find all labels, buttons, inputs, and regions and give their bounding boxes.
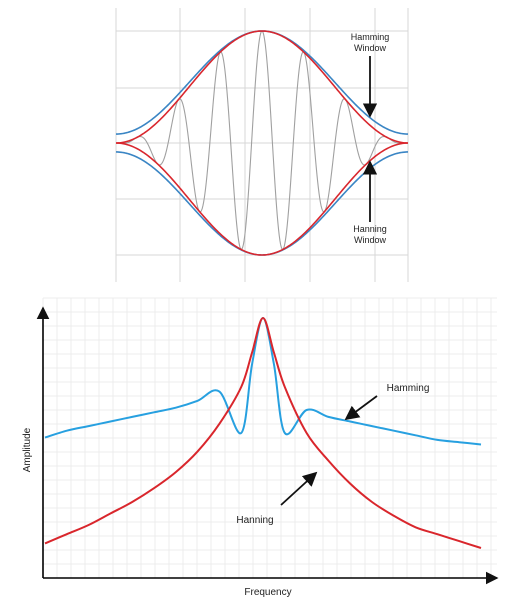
hanning-annotation: Hanning — [236, 471, 318, 526]
hanning-envelope-upper — [115, 30, 409, 144]
spectrum-chart-grid — [42, 297, 497, 579]
spectrum-chart-series — [44, 317, 482, 549]
hanning-window-label-line2: Window — [354, 235, 387, 245]
window-chart-grid — [115, 8, 409, 282]
hanning-window-label-line1: Hanning — [353, 224, 387, 234]
hamming-arrow — [344, 395, 378, 421]
hamming-window-label-line2: Window — [354, 43, 387, 53]
x-axis-label: Frequency — [244, 587, 291, 598]
hanning-label: Hanning — [236, 515, 273, 526]
hamming-window-label-line1: Hamming — [351, 32, 390, 42]
hanning-arrow — [280, 471, 318, 506]
hamming-spectrum-line — [44, 317, 482, 446]
hanning-window-annotation: Hanning Window — [353, 160, 387, 245]
modulated-signal-line — [115, 30, 409, 251]
window-chart: Hamming Window Hanning Window — [115, 8, 409, 282]
hanning-envelope-lower — [115, 142, 409, 256]
hamming-label: Hamming — [387, 383, 430, 394]
spectrum-chart: Frequency Amplitude Hamming Hanning — [22, 297, 499, 598]
hamming-annotation: Hamming — [344, 383, 430, 421]
y-axis-label: Amplitude — [22, 427, 33, 472]
hamming-window-annotation: Hamming Window — [351, 32, 390, 118]
hanning-spectrum-line — [44, 317, 482, 549]
window-chart-series — [115, 30, 409, 256]
